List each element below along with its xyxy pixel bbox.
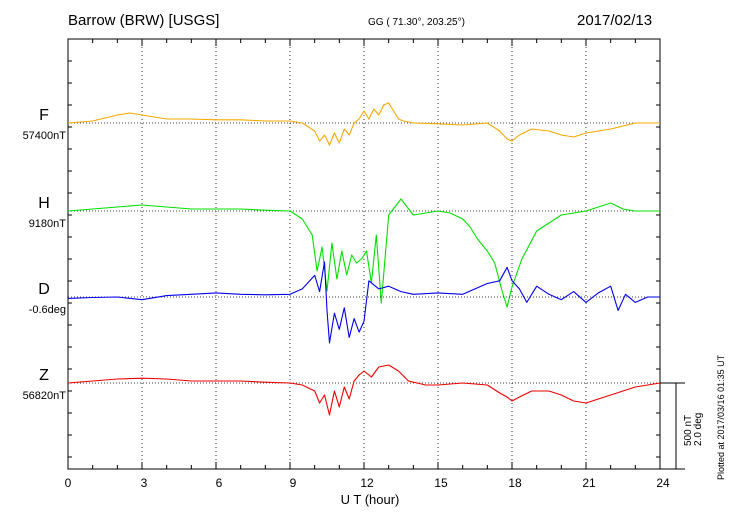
x-tick-label: 24 (656, 476, 670, 490)
component-baseline-d: -0.6deg (28, 304, 66, 316)
plotted-timestamp: Plotted at 2017/03/16 01:35 UT (716, 354, 726, 480)
series-line-z (67, 364, 661, 416)
x-tick-label: 15 (434, 476, 448, 490)
component-baseline-z: 56820nT (22, 390, 66, 402)
component-label-d: D (38, 281, 50, 298)
x-tick-label: 12 (360, 476, 374, 490)
component-label-z: Z (39, 367, 49, 384)
series-line-d (67, 261, 660, 344)
component-baseline-f: 57400nT (22, 130, 66, 142)
x-tick-label: 9 (289, 476, 297, 490)
station-title: Barrow (BRW) [USGS] (68, 12, 220, 29)
plot-date: 2017/02/13 (577, 12, 653, 29)
x-tick-label: 18 (508, 476, 522, 490)
x-tick-label: 21 (582, 476, 596, 490)
x-axis-title: U T (hour) (340, 492, 400, 507)
x-tick-label: 3 (140, 476, 148, 490)
x-tick-label: 6 (215, 476, 223, 490)
component-label-h: H (38, 195, 50, 212)
component-label-f: F (39, 107, 49, 124)
series-line-f (67, 102, 660, 146)
component-baseline-h: 9180nT (28, 218, 66, 230)
x-tick-label: 0 (64, 476, 72, 490)
geo-coordinates: GG ( 71.30°, 203.25°) (368, 17, 465, 28)
series-line-h (67, 198, 660, 308)
scale-bar-deg-label: 2.0 deg (693, 412, 704, 446)
